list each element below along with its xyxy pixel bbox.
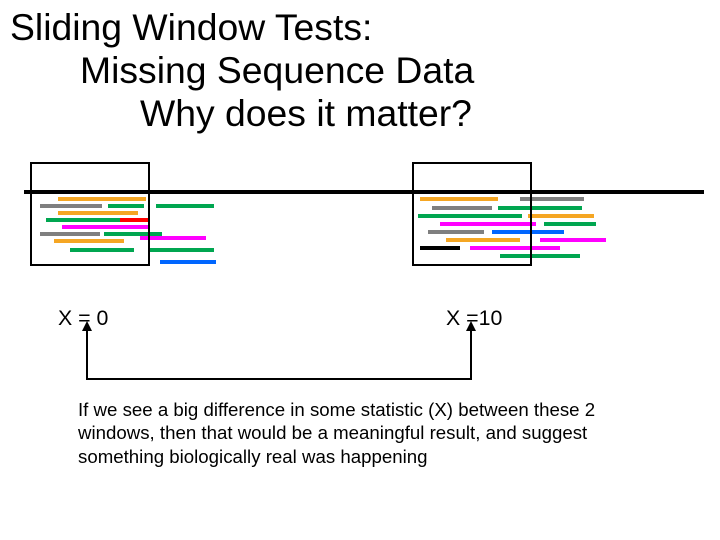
sequence-read [150,248,214,252]
arrow-baseline [86,378,472,380]
window-left [30,162,150,266]
arrow-right-head [466,321,476,331]
sequence-read [156,204,214,208]
sequence-read [544,222,596,226]
sequence-read [528,214,594,218]
title-line-3: Why does it matter? [140,92,474,135]
explanation-text: If we see a big difference in some stati… [78,398,658,468]
window-right [412,162,532,266]
title-line-2: Missing Sequence Data [80,49,474,92]
arrow-left-head [82,321,92,331]
sequence-read [540,238,606,242]
slide: { "title": { "line1": "Sliding Window Te… [0,0,720,540]
arrow-right-shaft [470,330,472,378]
title-line-1: Sliding Window Tests: [10,6,474,49]
arrow-left-shaft [86,330,88,378]
sequence-read [160,260,216,264]
title-block: Sliding Window Tests: Missing Sequence D… [10,6,474,135]
